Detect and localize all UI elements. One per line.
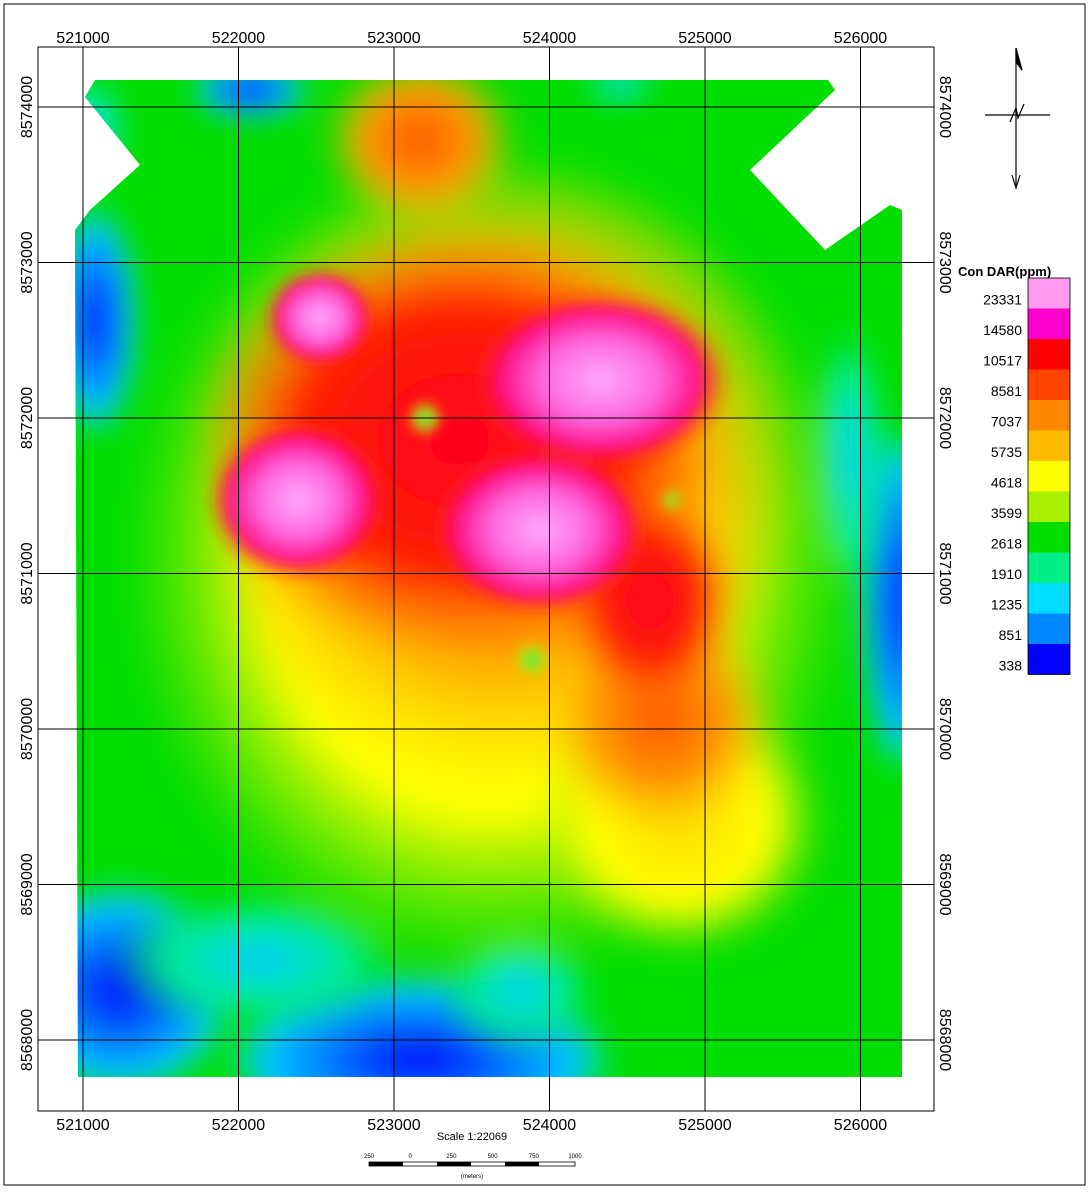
- legend-swatch: [1028, 339, 1070, 370]
- x-tick-label-top: 524000: [523, 30, 576, 47]
- legend-swatch: [1028, 461, 1070, 492]
- y-tick-label-left: 8571000: [19, 542, 36, 604]
- legend-swatch: [1028, 369, 1070, 400]
- x-tick-label-bottom: 525000: [678, 1117, 731, 1134]
- legend-level-label: 14580: [983, 322, 1022, 338]
- y-tick-label-right: 8569000: [936, 853, 953, 915]
- y-tick-label-left: 8568000: [19, 1009, 36, 1071]
- legend-level-label: 851: [999, 627, 1023, 643]
- x-tick-label-bottom: 526000: [834, 1117, 887, 1134]
- contour-surface: [75, 80, 902, 1077]
- x-tick-label-bottom: 522000: [212, 1117, 265, 1134]
- legend-level-label: 10517: [983, 353, 1022, 369]
- x-tick-label-top: 523000: [367, 30, 420, 47]
- y-tick-label-left: 8569000: [19, 853, 36, 915]
- y-tick-label-left: 8570000: [19, 698, 36, 760]
- scale-tick-label: 0: [409, 1154, 413, 1160]
- legend-level-label: 23331: [983, 292, 1022, 308]
- legend-swatch: [1028, 308, 1070, 339]
- legend-swatch: [1028, 644, 1070, 675]
- x-tick-label-bottom: 524000: [523, 1117, 576, 1134]
- scale-tick-label: 250: [364, 1154, 375, 1160]
- legend-level-label: 8581: [991, 383, 1022, 399]
- north-arrow-icon: [985, 47, 1050, 191]
- y-tick-label-left: 8572000: [19, 387, 36, 449]
- scale-tick-label: 250: [446, 1154, 457, 1160]
- y-tick-label-right: 8573000: [936, 231, 953, 293]
- legend-level-label: 7037: [991, 414, 1022, 430]
- legend-swatch: [1028, 400, 1070, 431]
- scale-tick-label: 500: [488, 1154, 499, 1160]
- legend-level-label: 338: [999, 658, 1023, 674]
- y-tick-label-left: 8573000: [19, 231, 36, 293]
- legend-level-label: 1235: [991, 597, 1022, 613]
- scale-label: Scale 1:22069: [437, 1131, 507, 1143]
- legend-swatch: [1028, 278, 1070, 309]
- legend-title: Con DAR(ppm): [958, 264, 1051, 279]
- legend: Con DAR(ppm) 23331 14580 10517 8581 7037 5735…: [958, 264, 1071, 675]
- legend-swatch: [1028, 491, 1070, 522]
- legend-level-label: 3599: [991, 505, 1022, 521]
- scale-tick-label: 750: [529, 1154, 540, 1160]
- y-tick-label-right: 8570000: [936, 698, 953, 760]
- legend-swatch: [1028, 430, 1070, 461]
- x-tick-label-top: 522000: [212, 30, 265, 47]
- y-tick-label-right: 8571000: [936, 542, 953, 604]
- coordinate-grid: [38, 47, 934, 1111]
- legend-level-label: 1910: [991, 566, 1022, 582]
- y-tick-label-right: 8574000: [936, 76, 953, 138]
- legend-swatch: [1028, 552, 1070, 583]
- x-tick-label-top: 525000: [678, 30, 731, 47]
- legend-level-label: 2618: [991, 536, 1022, 552]
- scale-units: (meters): [461, 1174, 483, 1180]
- legend-level-label: 4618: [991, 475, 1022, 491]
- scale-tick-label: 1000: [568, 1154, 582, 1160]
- coordinate-labels: 521000 521000 522000 522000 523000 523000 5240…: [19, 30, 953, 1134]
- y-tick-label-left: 8574000: [19, 76, 36, 138]
- legend-frame: [1027, 277, 1071, 675]
- legend-level-label: 5735: [991, 444, 1022, 460]
- y-tick-label-right: 8572000: [936, 387, 953, 449]
- scale-bar: Scale 1:22069 250 0 250 500 750 1000 (meters): [364, 1131, 582, 1180]
- x-tick-label-bottom: 521000: [56, 1117, 109, 1134]
- x-tick-label-top: 526000: [834, 30, 887, 47]
- legend-swatch: [1028, 613, 1070, 644]
- x-tick-label-top: 521000: [56, 30, 109, 47]
- legend-swatch: [1028, 522, 1070, 553]
- x-tick-label-bottom: 523000: [367, 1117, 420, 1134]
- y-tick-label-right: 8568000: [936, 1009, 953, 1071]
- legend-swatch: [1028, 583, 1070, 614]
